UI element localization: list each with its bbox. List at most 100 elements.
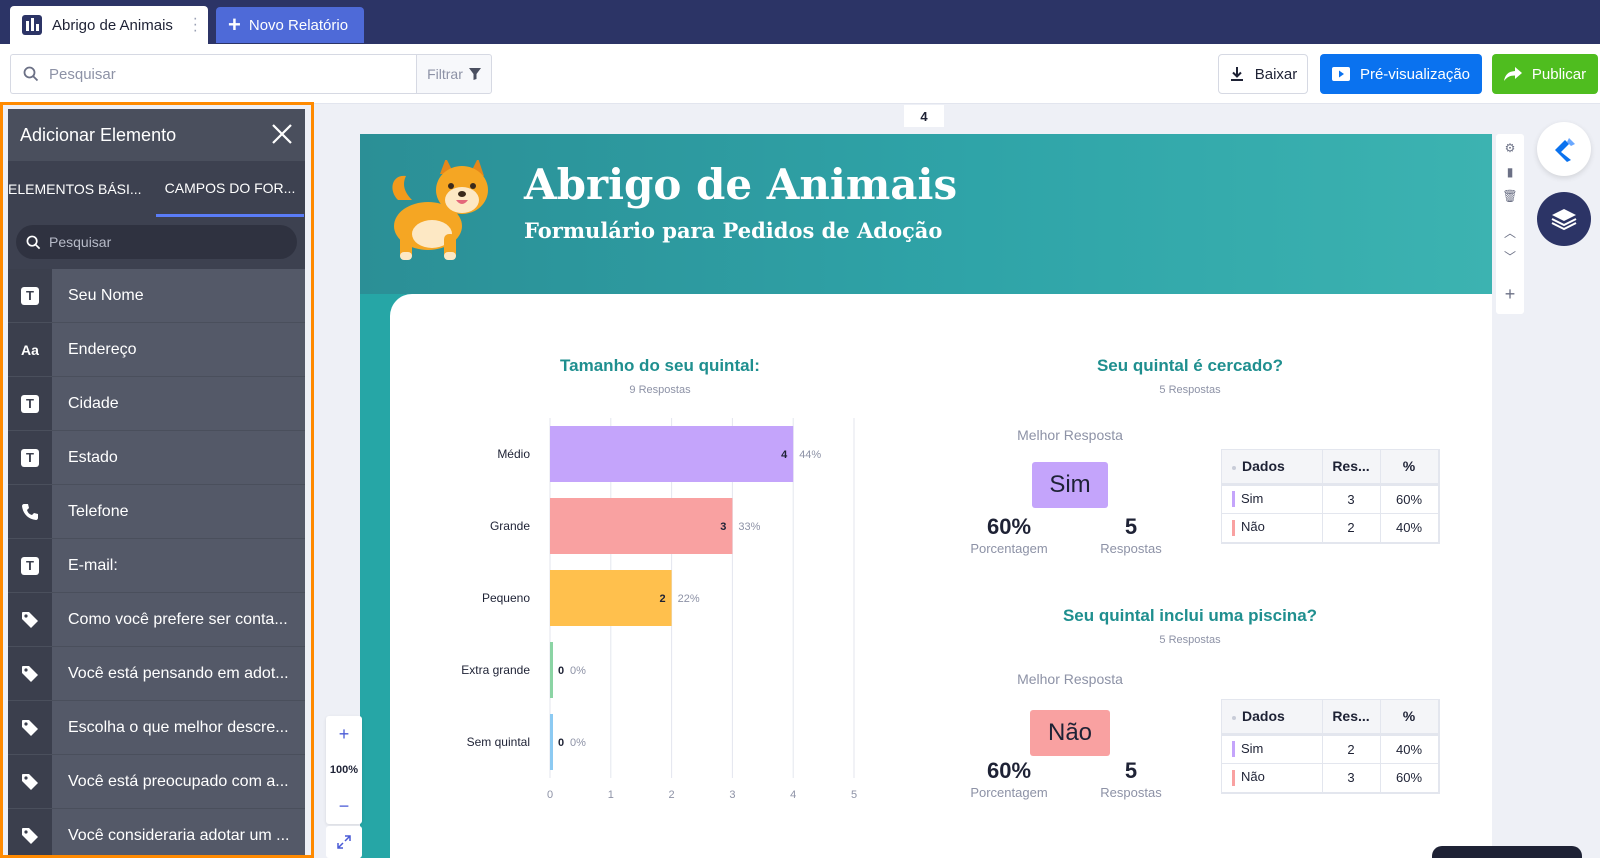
table-header: Dados — [1222, 700, 1323, 736]
tab-report[interactable]: Abrigo de Animais · · · — [10, 6, 208, 44]
summary-2-subtitle: 5 Respostas — [1159, 634, 1221, 646]
chart-subtitle: 9 Respostas — [629, 384, 691, 396]
panel-search-input[interactable] — [49, 234, 269, 250]
search-input[interactable] — [49, 65, 389, 83]
summary-1-percentage: 60% — [986, 514, 1032, 539]
expand-icon[interactable] — [326, 826, 362, 858]
more-options-icon[interactable]: · · · — [192, 10, 198, 39]
field-item[interactable]: T Seu Nome — [8, 269, 305, 323]
layers-icon — [1551, 209, 1577, 231]
text-icon: T — [8, 269, 52, 322]
bar-chart[interactable]: 0 1 2 3 4 5 Médio 4 44% Grande 3 33% Pequeno 2 22% Extr… — [440, 410, 880, 830]
chevron-down-icon[interactable]: ﹀ — [1503, 249, 1516, 264]
share-arrow-icon — [1503, 67, 1522, 81]
play-icon — [1331, 67, 1350, 81]
new-report-button[interactable]: + Novo Relatório — [216, 7, 364, 43]
trash-icon[interactable]: 🗑 — [1502, 189, 1518, 203]
download-icon — [1230, 67, 1243, 81]
x-tick-label: 3 — [729, 789, 735, 801]
preview-label: Pré-visualização — [1359, 65, 1471, 83]
bar — [550, 714, 553, 770]
add-element-panel: Adicionar Elemento ELEMENTOS BÁSI... CAM… — [8, 109, 305, 858]
page-number: 4 — [904, 105, 944, 127]
field-item[interactable]: T E-mail: — [8, 539, 305, 593]
table-header: Res... — [1322, 450, 1381, 486]
tag-icon — [8, 593, 52, 646]
data-percent-label: 33% — [738, 521, 760, 533]
field-item[interactable]: T Cidade — [8, 377, 305, 431]
field-item-label: Telefone — [68, 502, 129, 520]
summary-2-percentage-label: Porcentagem — [970, 785, 1048, 800]
field-item[interactable]: Telefone — [8, 485, 305, 539]
filter-button[interactable]: Filtrar — [416, 54, 492, 94]
close-icon[interactable] — [271, 123, 293, 145]
paint-brush-icon — [1555, 138, 1575, 162]
top-bar: Abrigo de Animais · · · + Novo Relatório — [0, 0, 1600, 44]
chevron-up-icon[interactable]: ︿ — [1503, 225, 1516, 240]
table-cell: Não — [1222, 763, 1323, 793]
designer-button[interactable] — [1537, 122, 1591, 176]
table-cell: 2 — [1322, 734, 1381, 764]
preview-button[interactable]: Pré-visualização — [1320, 54, 1482, 94]
zoom-level: 100% — [329, 764, 359, 776]
text-icon: T — [8, 377, 52, 430]
table-cell: 3 — [1322, 484, 1381, 514]
new-report-label: Novo Relatório — [248, 16, 349, 34]
data-percent-label: 0% — [570, 665, 586, 677]
field-item-label: Endereço — [68, 340, 137, 358]
table-cell: 60% — [1380, 484, 1439, 514]
table-header-row: Dados Res... % — [1222, 450, 1439, 486]
table-cell: 60% — [1380, 763, 1439, 793]
field-item-label: Seu Nome — [68, 286, 144, 304]
field-item-label: Você está pensando em adot... — [68, 664, 289, 682]
layers-button[interactable] — [1537, 192, 1591, 246]
zoom-out-button[interactable]: − — [338, 795, 350, 816]
summary-1-percentage-label: Porcentagem — [970, 541, 1048, 556]
publish-button[interactable]: Publicar — [1492, 54, 1598, 94]
table-cell: 40% — [1380, 734, 1439, 764]
field-item-label: Cidade — [68, 394, 119, 412]
data-value-label: 3 — [720, 521, 726, 533]
summary-1-best-answer: Sim — [1032, 462, 1108, 508]
summary-2-responses-label: Respostas — [1100, 785, 1162, 800]
field-item[interactable]: Você está preocupado com a... — [8, 755, 305, 809]
bar — [550, 642, 553, 698]
table-cell: Sim — [1222, 734, 1323, 764]
table-cell: 3 — [1322, 763, 1381, 793]
table-row: Não 2 40% — [1222, 513, 1439, 543]
zoom-in-button[interactable]: + — [338, 723, 350, 744]
field-item[interactable]: Aa Endereço — [8, 323, 305, 377]
data-percent-label: 22% — [678, 593, 700, 605]
panel-highlight — [0, 102, 314, 858]
toolbar: Filtrar Baixar Pré-visualização Publicar — [0, 44, 1600, 104]
panel-title: Adicionar Elemento — [20, 124, 177, 145]
field-item[interactable]: Escolha o que melhor descre... — [8, 701, 305, 755]
summary-2-title: Seu quintal inclui uma piscina? — [1062, 606, 1318, 625]
field-item[interactable]: T Estado — [8, 431, 305, 485]
x-tick-label: 1 — [608, 789, 614, 801]
field-list: T Seu Nome Aa Endereço T Cidade T Estado Telefon… — [8, 269, 305, 858]
field-item[interactable]: Você consideraria adotar um ... — [8, 809, 305, 858]
download-label: Baixar — [1254, 65, 1298, 83]
table-header-row: Dados Res... % — [1222, 700, 1439, 736]
settings-icon[interactable]: ⚙ — [1504, 141, 1516, 155]
plus-icon: + — [228, 12, 241, 37]
tab-form-fields[interactable]: CAMPOS DO FOR... — [156, 161, 304, 217]
text-icon: T — [8, 431, 52, 484]
tab-basic-elements[interactable]: ELEMENTOS BÁSI... — [8, 181, 142, 197]
summary-1-responses: 5 — [1124, 514, 1138, 539]
download-button[interactable]: Baixar — [1218, 54, 1308, 94]
report-title: Abrigo de Animais — [524, 160, 958, 209]
field-item[interactable]: Como você prefere ser conta... — [8, 593, 305, 647]
category-label: Pequeno — [482, 591, 530, 605]
category-label: Sem quintal — [467, 735, 530, 749]
copy-icon[interactable]: ▮ — [1506, 165, 1514, 179]
add-page-icon[interactable]: + — [1496, 280, 1524, 308]
summary-2-responses: 5 — [1124, 758, 1138, 783]
summary-1-subtitle: 5 Respostas — [1159, 384, 1221, 396]
bottom-pill[interactable] — [1432, 846, 1582, 858]
bar — [550, 570, 672, 626]
search-icon — [26, 235, 41, 249]
field-item[interactable]: Você está pensando em adot... — [8, 647, 305, 701]
tag-icon — [8, 647, 52, 700]
